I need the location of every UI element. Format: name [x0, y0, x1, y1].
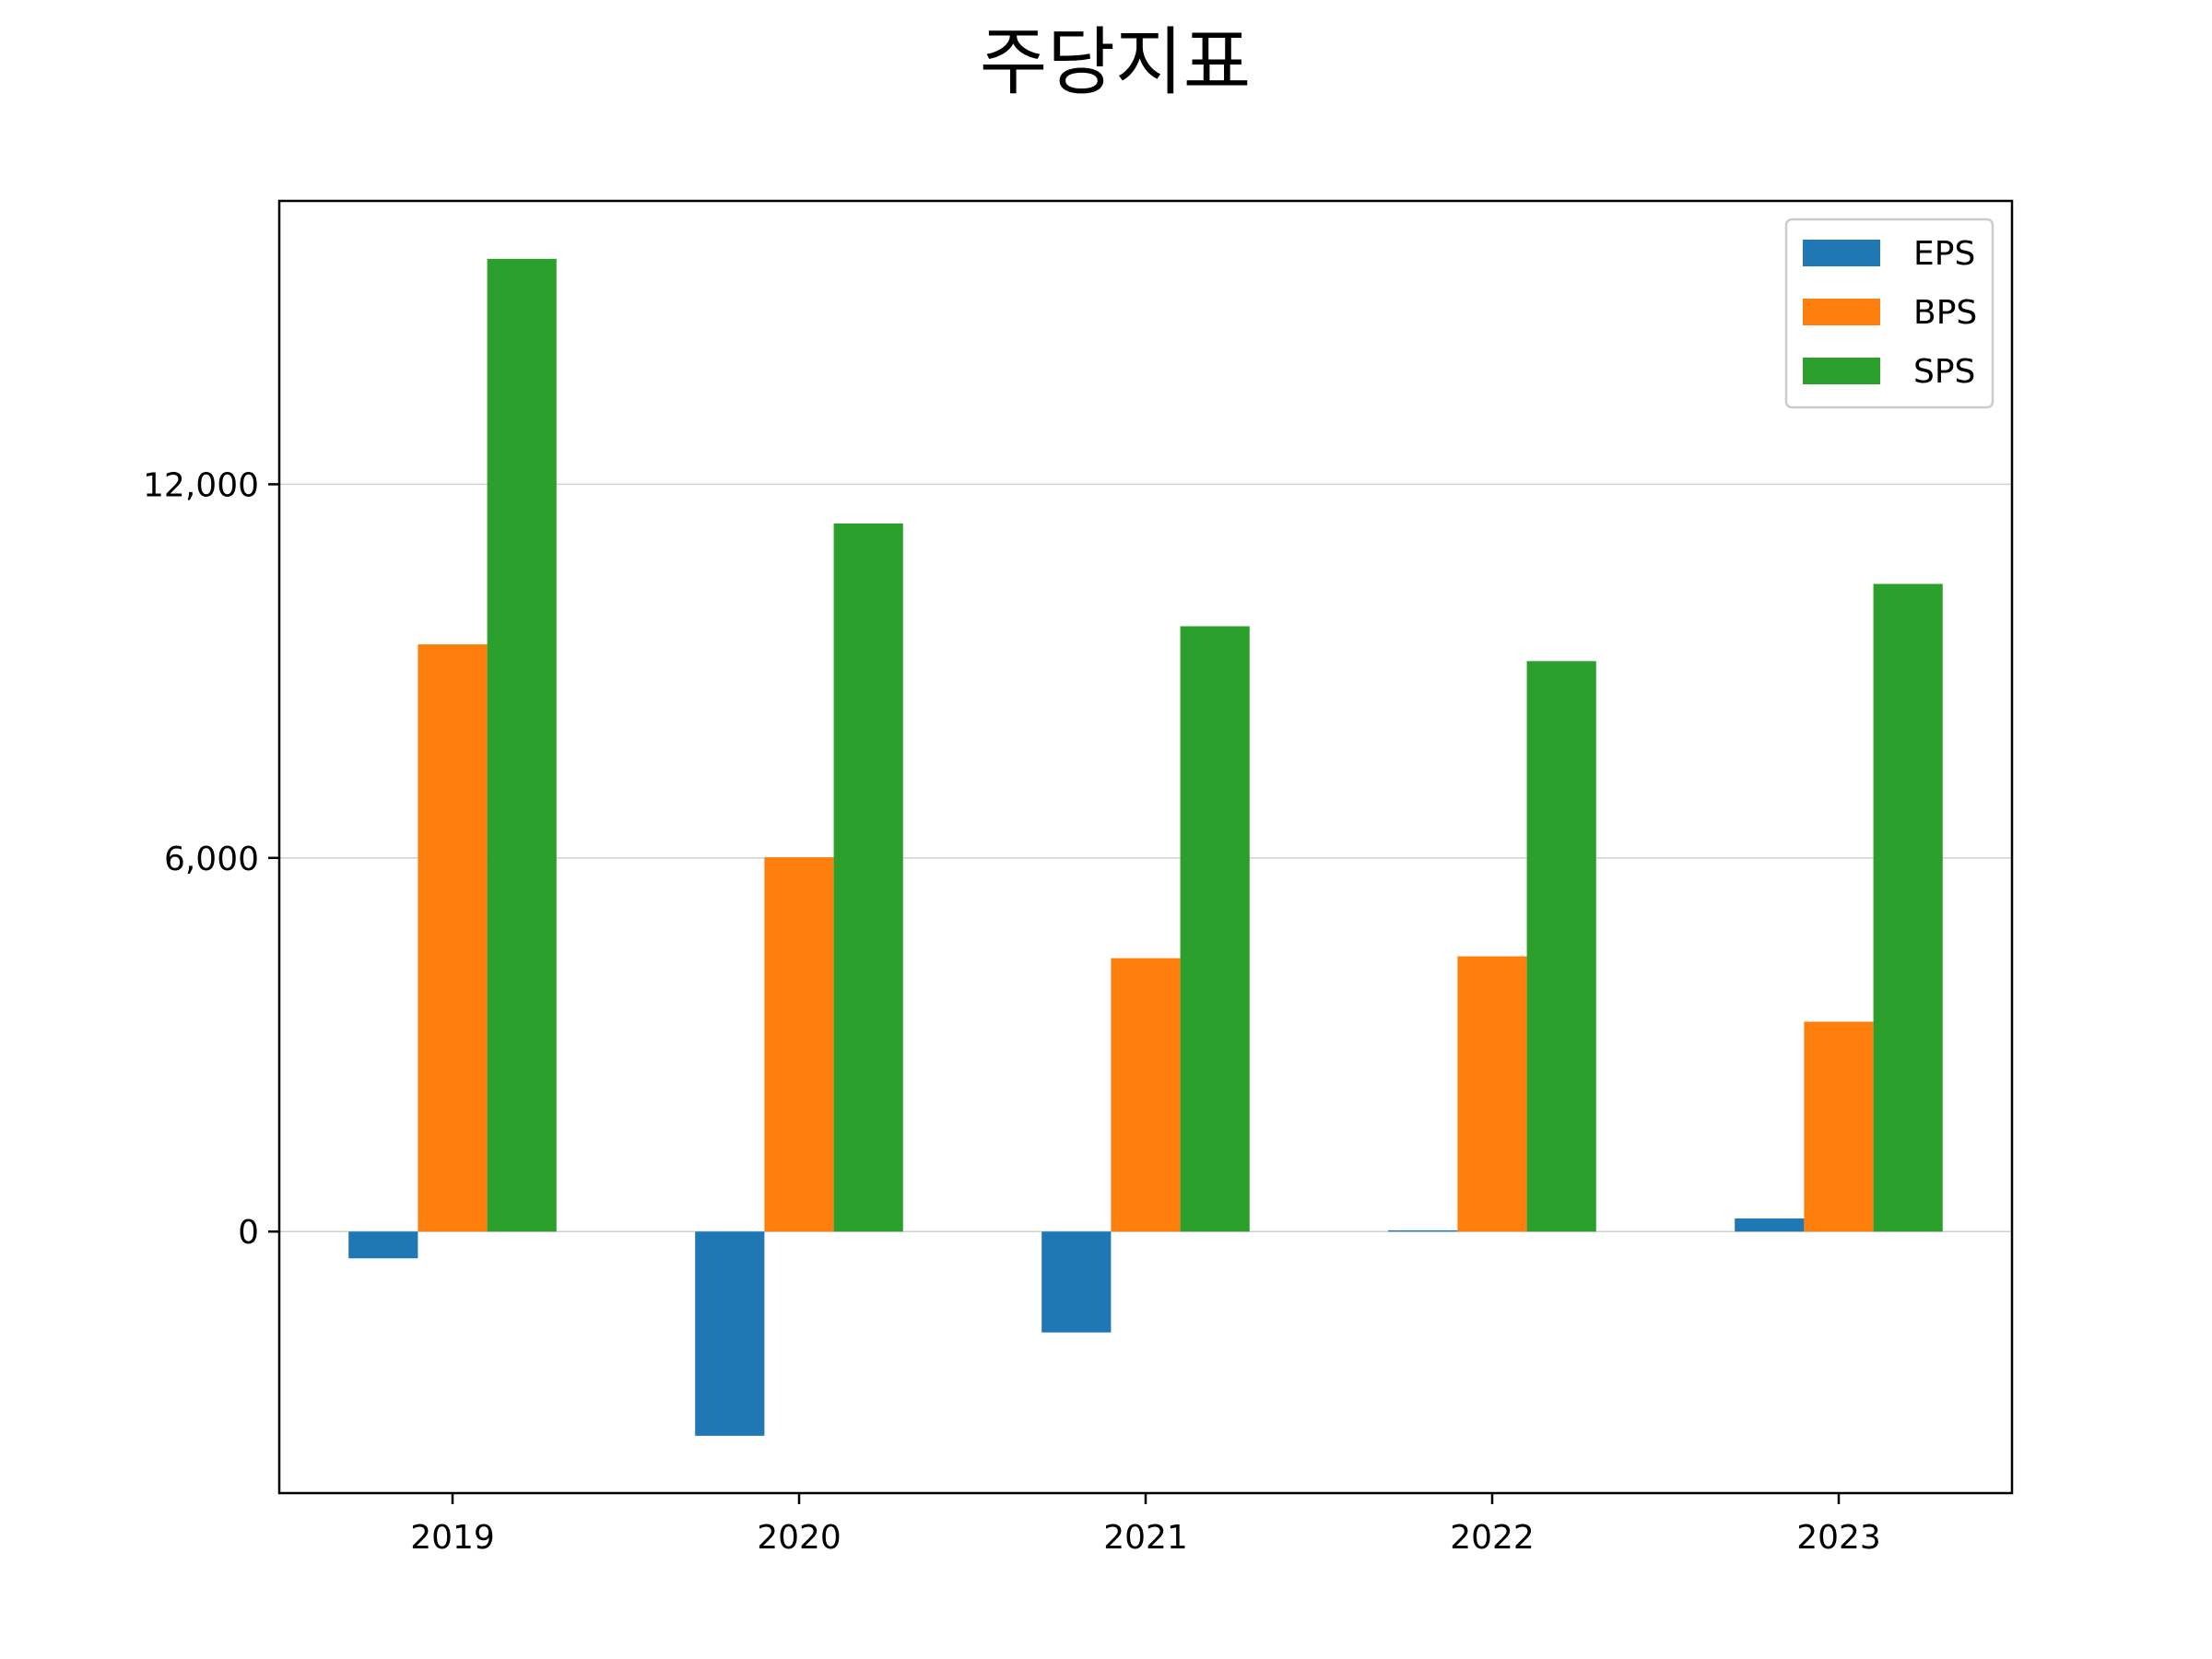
bar-sps-2022 [1526, 661, 1596, 1232]
bar-eps-2020 [695, 1231, 765, 1436]
legend-label-sps: SPS [1913, 353, 1975, 391]
x-tick-label: 2023 [1796, 1519, 1881, 1557]
legend: EPS BPS SPS [1784, 218, 1994, 409]
legend-swatch-eps [1803, 240, 1880, 266]
bar-bps-2019 [418, 644, 488, 1232]
legend-swatch-bps [1803, 299, 1880, 325]
y-tick-label: 0 [238, 1214, 259, 1252]
bar-eps-2019 [348, 1231, 418, 1259]
chart-title: 주당지표 [980, 19, 1251, 105]
legend-swatch-sps [1803, 358, 1880, 384]
bar-sps-2023 [1873, 583, 1943, 1232]
bar-bps-2022 [1457, 956, 1527, 1232]
bar-eps-2022 [1388, 1230, 1458, 1232]
x-axis: 2019 2020 2021 2022 2023 [410, 1493, 1881, 1557]
legend-label-bps: BPS [1913, 294, 1977, 332]
bar-sps-2020 [833, 523, 903, 1232]
y-tick-label: 12,000 [143, 466, 259, 504]
bar-sps-2021 [1180, 626, 1250, 1232]
x-tick-label: 2019 [410, 1519, 495, 1557]
bar-eps-2021 [1041, 1231, 1112, 1333]
legend-label-eps: EPS [1913, 235, 1975, 273]
x-tick-label: 2022 [1450, 1519, 1535, 1557]
bar-bps-2023 [1804, 1021, 1874, 1232]
bar-eps-2023 [1735, 1218, 1805, 1232]
bars [348, 258, 1943, 1436]
x-tick-label: 2020 [757, 1519, 841, 1557]
y-axis: 0 6,000 12,000 [143, 466, 279, 1252]
x-tick-label: 2021 [1103, 1519, 1188, 1557]
bar-bps-2021 [1111, 958, 1181, 1232]
y-tick-label: 6,000 [164, 841, 259, 878]
bar-sps-2019 [487, 258, 557, 1232]
bar-bps-2020 [764, 857, 834, 1232]
